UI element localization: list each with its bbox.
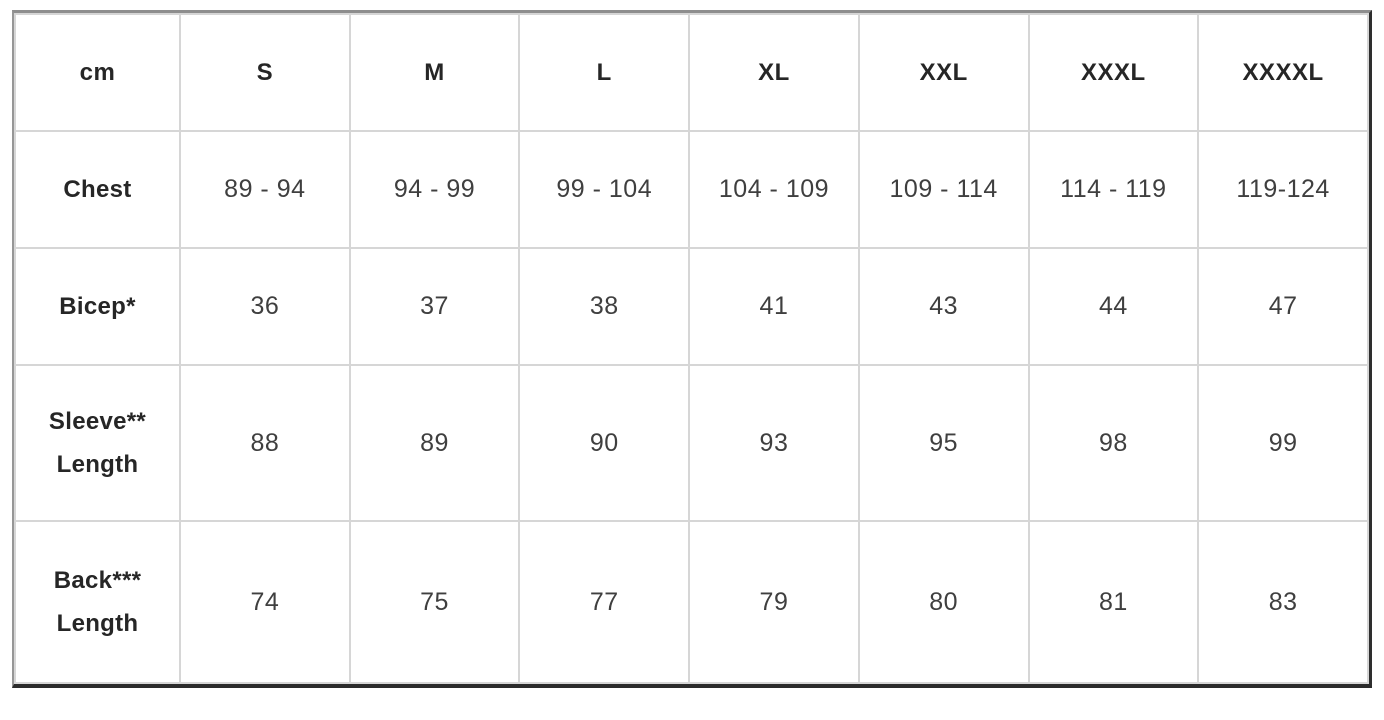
size-chart-table: cm S M L XL XXL XXXL XXXXL Chest 89 - 94…: [12, 10, 1372, 688]
size-chart: cm S M L XL XXL XXXL XXXXL Chest 89 - 94…: [14, 13, 1369, 684]
back-value-xxxxl: 83: [1197, 520, 1369, 684]
row-label-bicep: Bicep*: [14, 247, 181, 366]
bicep-value-xl: 41: [688, 247, 860, 366]
sleeve-value-xxxxl: 99: [1197, 364, 1369, 522]
sleeve-value-xxxl: 98: [1027, 364, 1200, 522]
bicep-value-m: 37: [348, 247, 521, 366]
back-value-xxxl: 81: [1027, 520, 1200, 684]
bicep-value-xxl: 43: [857, 247, 1030, 366]
size-header-m: M: [348, 13, 521, 132]
table-row-chest: Chest 89 - 94 94 - 99 99 - 104 104 - 109…: [14, 130, 1369, 249]
bicep-value-s: 36: [179, 247, 351, 366]
table-row-bicep: Bicep* 36 37 38 41 43 44 47: [14, 247, 1369, 366]
table-row-back-length: Back*** Length 74 75 77 79 80 81 83: [14, 520, 1369, 684]
size-header-xl: XL: [688, 13, 860, 132]
chest-value-xxxl: 114 - 119: [1027, 130, 1200, 249]
bicep-value-xxxl: 44: [1027, 247, 1200, 366]
back-value-l: 77: [518, 520, 691, 684]
bicep-value-xxxxl: 47: [1197, 247, 1369, 366]
size-header-l: L: [518, 13, 691, 132]
bicep-value-l: 38: [518, 247, 691, 366]
back-value-xxl: 80: [857, 520, 1030, 684]
back-value-s: 74: [179, 520, 351, 684]
size-header-xxxl: XXXL: [1027, 13, 1200, 132]
row-label-chest: Chest: [14, 130, 181, 249]
chest-value-xl: 104 - 109: [688, 130, 860, 249]
sleeve-value-s: 88: [179, 364, 351, 522]
back-value-m: 75: [348, 520, 521, 684]
chest-value-s: 89 - 94: [179, 130, 351, 249]
chest-value-m: 94 - 99: [348, 130, 521, 249]
sleeve-value-xxl: 95: [857, 364, 1030, 522]
row-label-sleeve-length: Sleeve** Length: [14, 364, 181, 522]
table-row-sleeve-length: Sleeve** Length 88 89 90 93 95 98 99: [14, 364, 1369, 522]
size-header-xxxxl: XXXXL: [1197, 13, 1369, 132]
unit-header-cell: cm: [14, 13, 181, 132]
sleeve-value-xl: 93: [688, 364, 860, 522]
back-value-xl: 79: [688, 520, 860, 684]
sleeve-value-m: 89: [348, 364, 521, 522]
row-label-back-length: Back*** Length: [14, 520, 181, 684]
size-header-s: S: [179, 13, 351, 132]
sleeve-value-l: 90: [518, 364, 691, 522]
chest-value-l: 99 - 104: [518, 130, 691, 249]
chest-value-xxl: 109 - 114: [857, 130, 1030, 249]
header-row: cm S M L XL XXL XXXL XXXXL: [14, 13, 1369, 132]
chest-value-xxxxl: 119-124: [1197, 130, 1369, 249]
size-header-xxl: XXL: [857, 13, 1030, 132]
